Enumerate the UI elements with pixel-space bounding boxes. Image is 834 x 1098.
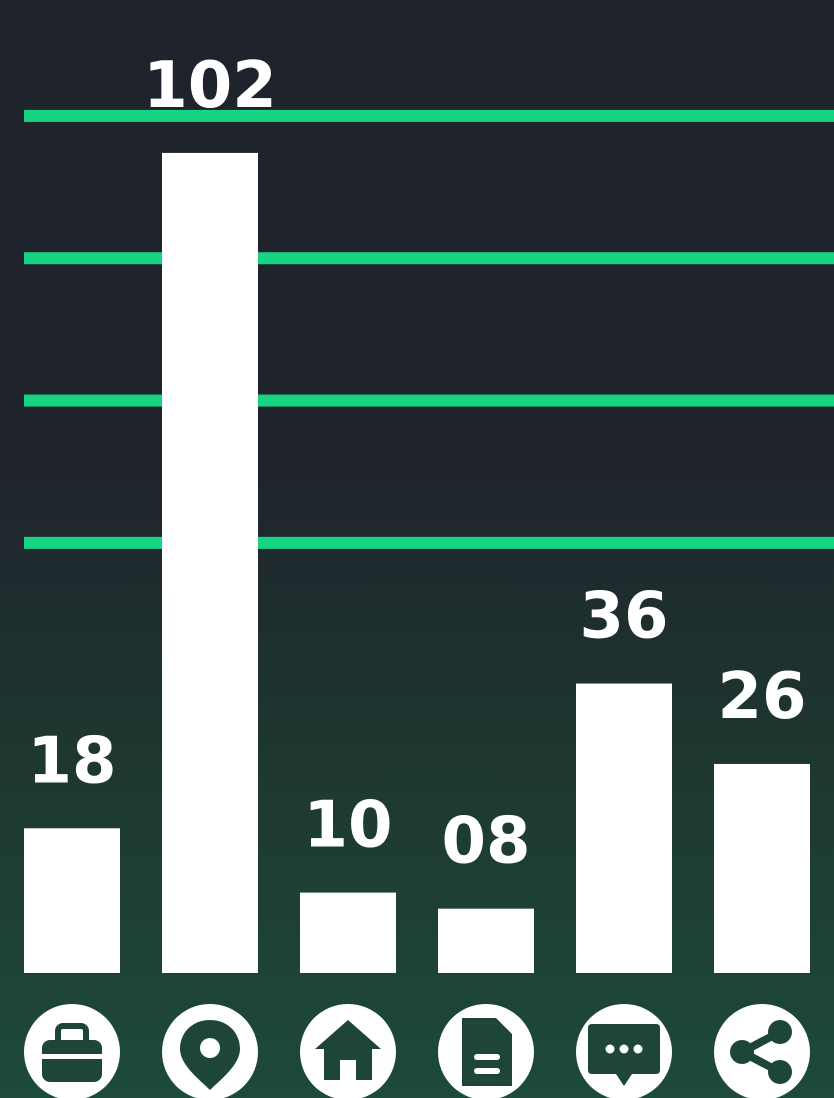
category-icons <box>24 1004 810 1098</box>
value-label-4: 08 <box>441 805 530 879</box>
bar-3 <box>300 892 396 973</box>
bar-1 <box>24 828 120 973</box>
location-pin-icon <box>162 1004 258 1098</box>
gridline-3 <box>24 252 834 265</box>
value-label-3: 10 <box>303 789 392 863</box>
share-icon <box>714 1004 810 1098</box>
value-label-1: 18 <box>27 724 116 798</box>
bar-2 <box>162 152 258 974</box>
briefcase-icon <box>24 1004 120 1098</box>
value-labels: 18 102 10 08 36 26 <box>27 49 806 879</box>
icon-circle <box>714 1004 810 1098</box>
gridline-2 <box>24 394 834 407</box>
bar-4 <box>438 908 534 973</box>
chat-icon <box>576 1004 672 1098</box>
value-label-2: 102 <box>143 49 277 123</box>
bar-6 <box>714 763 810 973</box>
bar-5 <box>576 683 672 973</box>
gridline-1 <box>24 536 834 549</box>
value-label-5: 36 <box>579 580 668 654</box>
gridline-4 <box>24 109 834 122</box>
value-label-6: 26 <box>717 660 806 734</box>
home-icon <box>300 1004 396 1098</box>
gridlines <box>24 109 834 549</box>
bars <box>24 152 810 974</box>
document-icon <box>438 1004 534 1098</box>
